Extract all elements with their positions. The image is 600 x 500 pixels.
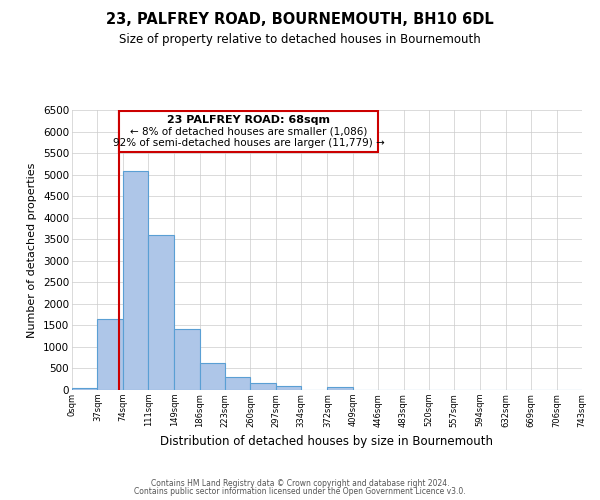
Text: Contains HM Land Registry data © Crown copyright and database right 2024.: Contains HM Land Registry data © Crown c… [151, 478, 449, 488]
Bar [225, 376, 250, 390]
Bar [250, 384, 276, 390]
Bar [174, 329, 200, 390]
Text: ← 8% of detached houses are smaller (1,086): ← 8% of detached houses are smaller (1,0… [130, 126, 367, 136]
Text: Size of property relative to detached houses in Bournemouth: Size of property relative to detached ho… [119, 32, 481, 46]
Text: 23 PALFREY ROAD: 68sqm: 23 PALFREY ROAD: 68sqm [167, 115, 330, 125]
Bar [328, 388, 353, 390]
Bar [276, 386, 301, 390]
Bar [148, 235, 174, 390]
Bar [200, 364, 225, 390]
Bar [123, 171, 148, 390]
Bar [72, 388, 97, 390]
Y-axis label: Number of detached properties: Number of detached properties [28, 162, 37, 338]
Bar [97, 319, 123, 390]
Text: Contains public sector information licensed under the Open Government Licence v3: Contains public sector information licen… [134, 487, 466, 496]
Text: 92% of semi-detached houses are larger (11,779) →: 92% of semi-detached houses are larger (… [113, 138, 384, 148]
X-axis label: Distribution of detached houses by size in Bournemouth: Distribution of detached houses by size … [161, 435, 493, 448]
Text: 23, PALFREY ROAD, BOURNEMOUTH, BH10 6DL: 23, PALFREY ROAD, BOURNEMOUTH, BH10 6DL [106, 12, 494, 28]
FancyBboxPatch shape [119, 111, 378, 152]
